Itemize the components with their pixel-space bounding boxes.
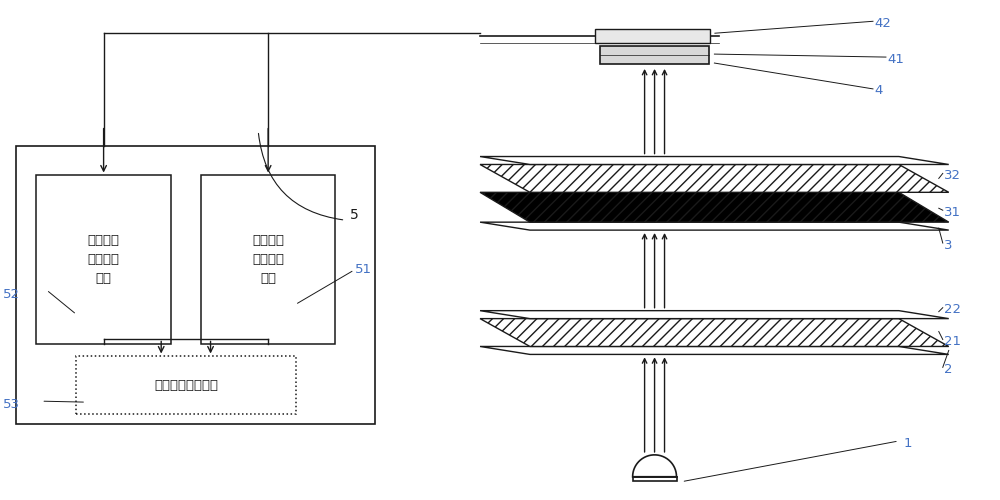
- Text: 41: 41: [887, 52, 904, 66]
- Polygon shape: [480, 164, 949, 192]
- Polygon shape: [480, 156, 949, 164]
- Text: 增量位置
信号处理
单元: 增量位置 信号处理 单元: [252, 234, 284, 286]
- Text: 53: 53: [3, 398, 20, 410]
- Text: 22: 22: [944, 303, 961, 316]
- Text: 21: 21: [944, 335, 961, 348]
- Text: 循环校验输出单元: 循环校验输出单元: [154, 378, 218, 392]
- Text: 5: 5: [350, 208, 359, 222]
- Bar: [76, 356, 296, 414]
- Bar: [595, 29, 710, 43]
- Text: 2: 2: [944, 363, 952, 376]
- Polygon shape: [480, 346, 949, 354]
- Text: 31: 31: [944, 206, 961, 218]
- Bar: [36, 176, 171, 344]
- Bar: [16, 146, 375, 424]
- Bar: [633, 476, 677, 480]
- Polygon shape: [480, 192, 949, 222]
- Text: 52: 52: [3, 288, 20, 301]
- Bar: [201, 176, 335, 344]
- Polygon shape: [480, 222, 949, 230]
- Text: 4: 4: [874, 84, 882, 98]
- Polygon shape: [480, 318, 949, 346]
- Text: 绝对位置
信号处理
单元: 绝对位置 信号处理 单元: [88, 234, 120, 286]
- Text: 1: 1: [904, 438, 912, 450]
- Text: 32: 32: [944, 169, 961, 182]
- Polygon shape: [633, 455, 677, 476]
- Polygon shape: [480, 310, 949, 318]
- Bar: [600, 46, 709, 64]
- Text: 3: 3: [944, 238, 952, 252]
- Text: 51: 51: [355, 264, 372, 276]
- Text: 42: 42: [874, 17, 891, 30]
